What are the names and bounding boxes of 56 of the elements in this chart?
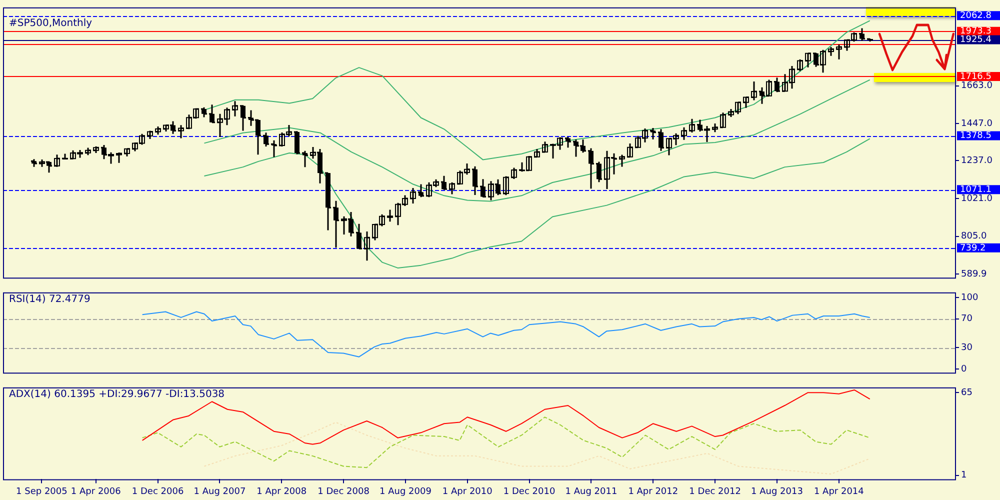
candlestick <box>797 58 803 72</box>
candlestick <box>232 100 238 118</box>
x-tick-label: 1 Apr 2012 <box>628 486 678 497</box>
ref-line-label: 1378.5 <box>960 131 992 142</box>
y-tick-label: 1237.0 <box>961 156 993 166</box>
chart-title: RSI(14) 72.4779 <box>9 294 90 305</box>
line-series <box>204 422 870 475</box>
x-tick-label: 1 Aug 2013 <box>751 486 803 497</box>
candlestick <box>743 96 749 109</box>
candlestick <box>410 187 416 204</box>
x-tick-label: 1 Dec 2012 <box>689 486 741 497</box>
x-tick-label: 1 Aug 2011 <box>565 486 618 497</box>
y-tick-label: 70 <box>961 314 973 324</box>
line-series <box>142 416 870 468</box>
y-tick-label: 0 <box>961 364 967 374</box>
candlestick <box>751 80 757 101</box>
candlestick <box>720 112 726 128</box>
x-tick-label: 1 Dec 2006 <box>132 486 184 497</box>
x-tick-label: 1 Dec 2010 <box>503 486 556 497</box>
candlestick <box>836 44 842 60</box>
candlestick <box>511 167 517 180</box>
y-tick-label: 65 <box>961 388 972 398</box>
y-tick-label: 100 <box>961 292 978 303</box>
x-tick-label: 1 Apr 2008 <box>256 486 307 497</box>
ref-line-label: 2062.8 <box>960 11 992 22</box>
x-tick-label: 1 Aug 2007 <box>194 486 246 497</box>
x-tick-label: 1 Dec 2008 <box>318 486 370 497</box>
candlestick <box>54 154 60 168</box>
candlestick <box>449 182 455 196</box>
y-tick-label: 1663.0 <box>961 81 993 92</box>
y-tick-label: 1021.0 <box>961 194 993 204</box>
y-tick-label: 805.0 <box>961 232 988 242</box>
x-tick-label: 1 Aug 2009 <box>380 486 432 497</box>
ref-line-label: 1716.5 <box>960 72 992 82</box>
text: #SP500,Monthly <box>9 18 92 29</box>
ref-line-label: 739.2 <box>960 243 986 254</box>
x-tick-label: 1 Sep 2005 <box>16 486 68 497</box>
y-tick-label: 589.9 <box>961 269 988 280</box>
candlestick <box>503 175 509 196</box>
candlestick <box>178 124 184 140</box>
y-tick-label: 30 <box>961 342 973 353</box>
candlestick <box>689 118 695 134</box>
candlestick <box>364 230 370 262</box>
chart-title: ADX(14) 60.1395 +DI:29.9677 -DI:13.5038 <box>9 388 225 400</box>
x-tick-label: 1 Apr 2010 <box>442 486 493 497</box>
ref-line-label: 1925.4 <box>960 35 992 46</box>
y-tick-label: 1 <box>961 470 967 481</box>
candlestick <box>542 140 548 154</box>
candlestick <box>681 126 687 141</box>
x-tick-label: 1 Apr 2014 <box>814 486 864 497</box>
candlestick <box>619 154 625 168</box>
candlestick <box>805 52 811 68</box>
candlestick <box>627 142 633 158</box>
x-tick-label: 1 Apr 2006 <box>70 486 122 497</box>
ref-line-label: 1071.1 <box>960 185 992 196</box>
y-tick-label: 1447.0 <box>961 119 993 130</box>
